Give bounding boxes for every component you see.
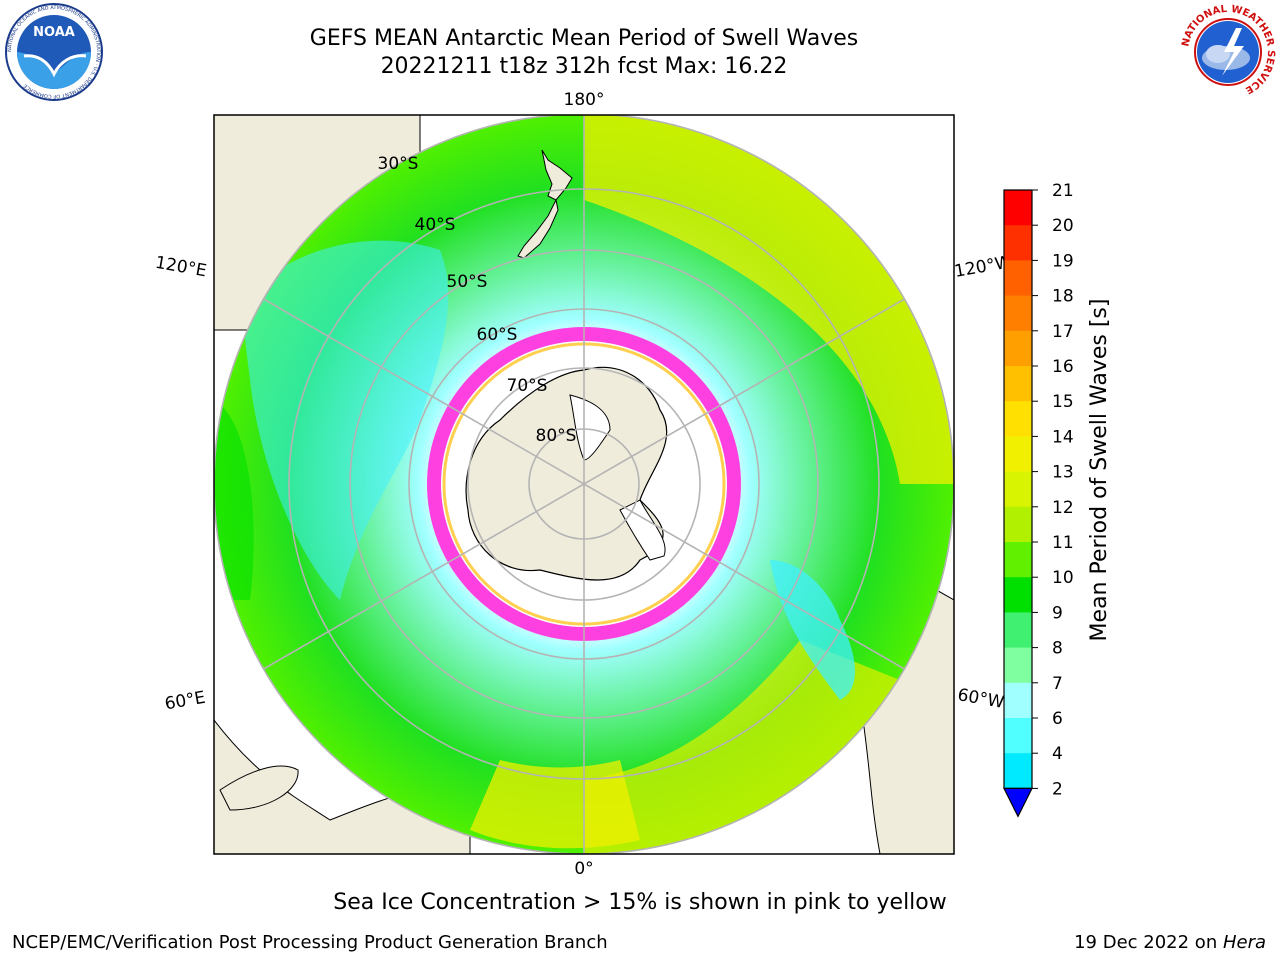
colorbar-tick-label: 9 <box>1052 603 1063 623</box>
colorbar: 21 20 19 18 17 16 15 14 13 12 11 10 9 8 7 6 4 2 <box>1003 181 1074 818</box>
colorbar-segment <box>1004 718 1032 754</box>
land-new-zealand-north <box>541 149 573 201</box>
colorbar-segment <box>1004 471 1032 508</box>
colorbar-segment <box>1004 260 1032 297</box>
colorbar-tick-label: 13 <box>1052 463 1074 483</box>
colorbar-tick-label: 7 <box>1052 674 1063 694</box>
lon-label-0: 0° <box>574 859 593 879</box>
sea-ice-note: Sea Ice Concentration > 15% is shown in … <box>333 890 947 915</box>
colorbar-tick-label: 2 <box>1052 779 1063 799</box>
lat-label-40s: 40°S <box>415 215 456 235</box>
lon-label-60e: 60°E <box>163 688 207 715</box>
ice-shelf-ross <box>569 394 611 461</box>
map-title: GEFS MEAN Antarctic Mean Period of Swell… <box>309 26 859 51</box>
colorbar-label: Mean Period of Swell Waves [s] <box>1087 299 1112 642</box>
noaa-logo: NOAA NATIONAL OCEANIC AND ATMOSPHERIC AD… <box>5 3 103 101</box>
colorbar-tick-label: 8 <box>1052 639 1063 659</box>
colorbar-tick-label: 4 <box>1052 744 1063 764</box>
lon-label-180: 180° <box>564 90 605 110</box>
colorbar-segment <box>1004 753 1032 789</box>
colorbar-segment <box>1004 366 1032 402</box>
colorbar-tick-label: 21 <box>1052 181 1074 201</box>
lon-label-120e: 120°E <box>154 253 208 282</box>
colorbar-segment <box>1004 330 1032 367</box>
colorbar-tick-label: 18 <box>1052 287 1074 307</box>
land-new-zealand-south <box>517 198 559 259</box>
noaa-logo-text: NOAA <box>33 25 75 40</box>
colorbar-tick-label: 6 <box>1052 709 1063 729</box>
colorbar-segment <box>1004 612 1032 649</box>
colorbar-segment <box>1004 542 1032 578</box>
graticule <box>214 115 954 854</box>
credit-date-text: 19 Dec 2022 on <box>1074 932 1223 953</box>
colorbar-segment <box>1004 295 1032 332</box>
colorbar-outline <box>1003 189 1033 790</box>
colorbar-tick-label: 14 <box>1052 427 1074 447</box>
colorbar-tick-label: 12 <box>1052 498 1074 518</box>
colorbar-segment <box>1004 225 1032 261</box>
land-madagascar <box>219 765 299 811</box>
colorbar-tick-label: 15 <box>1052 392 1074 412</box>
colorbar-extend <box>1003 787 1033 818</box>
lat-label-50s: 50°S <box>447 272 488 292</box>
ice-shelf-ronne <box>619 499 666 561</box>
colorbar-tick-label: 20 <box>1052 216 1074 236</box>
colorbar-tick-label: 17 <box>1052 322 1074 342</box>
colorbar-tick-label: 11 <box>1052 533 1074 553</box>
credit-system: Hera <box>1222 932 1266 953</box>
colorbar-tick-label: 10 <box>1052 568 1074 588</box>
period-patches <box>214 115 954 854</box>
colorbar-segment <box>1004 682 1032 719</box>
nws-logo: NATIONAL WEATHER SERVICE <box>1180 4 1276 99</box>
lat-label-80s: 80°S <box>536 426 577 446</box>
colorbar-tick-label: 19 <box>1052 251 1074 271</box>
lat-label-70s: 70°S <box>507 376 548 396</box>
colorbar-segment <box>1004 647 1032 684</box>
credit-date: 19 Dec 2022 on Hera <box>1074 932 1266 953</box>
map-subtitle: 20221211 t18z 312h fcst Max: 16.22 <box>380 54 788 79</box>
colorbar-segment <box>1004 401 1032 437</box>
credit-branch: NCEP/EMC/Verification Post Processing Pr… <box>12 932 608 953</box>
lat-label-60s: 60°S <box>477 325 518 345</box>
colorbar-segment <box>1004 436 1032 473</box>
colorbar-segment <box>1004 506 1032 543</box>
colorbar-segment <box>1004 577 1032 613</box>
lon-label-60w: 60°W <box>956 685 1006 713</box>
lat-label-30s: 30°S <box>378 154 419 174</box>
colorbar-tick-label: 16 <box>1052 357 1074 377</box>
map-frame <box>213 114 955 855</box>
colorbar-segment <box>1004 190 1032 226</box>
map-panel <box>214 115 954 854</box>
